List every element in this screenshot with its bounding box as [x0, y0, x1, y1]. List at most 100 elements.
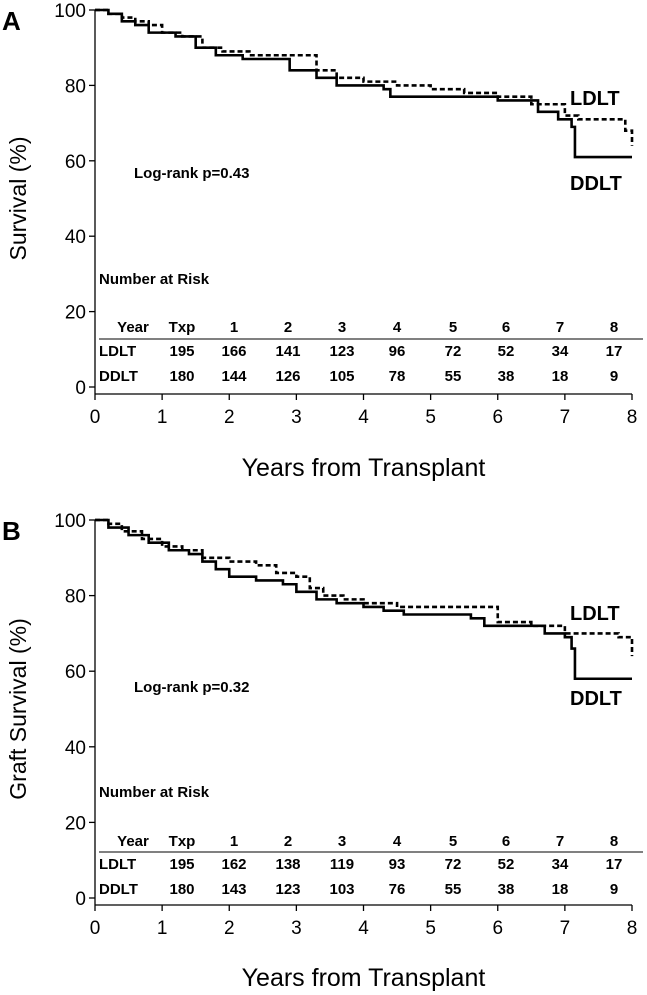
risk-table-cell: 96 — [389, 343, 406, 360]
y-tick-label: 0 — [75, 378, 86, 399]
risk-table-header: 7 — [556, 833, 564, 850]
risk-table-cell: 195 — [169, 856, 194, 873]
risk-table-cell: 72 — [445, 856, 462, 873]
x-tick-label: 6 — [492, 407, 503, 428]
risk-table-header: 2 — [284, 319, 292, 336]
y-tick-label: 80 — [65, 76, 86, 97]
x-axis-label: Years from Transplant — [242, 454, 486, 482]
x-tick-label: 7 — [560, 407, 571, 428]
risk-table-header: 3 — [338, 833, 346, 850]
series-line-ldlt — [95, 8, 634, 146]
risk-table-cell: 9 — [610, 368, 618, 385]
y-tick-label: 20 — [65, 303, 86, 324]
x-tick-label: 5 — [425, 407, 436, 428]
risk-table-header: 5 — [449, 319, 457, 336]
risk-table-row-label: LDLT — [99, 343, 136, 360]
risk-table-cell: 123 — [329, 343, 354, 360]
risk-table-cell: 141 — [275, 343, 300, 360]
risk-table-header: 1 — [230, 319, 238, 336]
series-line-ldlt — [95, 518, 634, 657]
x-tick-label: 4 — [358, 407, 369, 428]
x-tick-label: 0 — [90, 918, 101, 939]
y-tick-label: 60 — [65, 152, 86, 173]
y-tick-label: 100 — [54, 1, 86, 22]
risk-table-cell: 93 — [389, 856, 406, 873]
risk-table-cell: 103 — [329, 881, 354, 898]
x-tick-label: 5 — [425, 918, 436, 939]
series-line-ddlt — [95, 518, 632, 681]
risk-table-header: Txp — [169, 833, 196, 850]
risk-table-header: 4 — [393, 319, 402, 336]
risk-table-header: 4 — [393, 833, 402, 850]
x-tick-label: 2 — [224, 407, 235, 428]
y-tick-label: 40 — [65, 227, 86, 248]
x-tick-label: 1 — [157, 407, 168, 428]
x-tick-label: 4 — [358, 918, 369, 939]
risk-table-header: 2 — [284, 833, 292, 850]
risk-table-row-label: DDLT — [99, 368, 138, 385]
risk-table-header: 5 — [449, 833, 457, 850]
x-tick-label: 8 — [627, 918, 638, 939]
risk-table-cell: 195 — [169, 343, 194, 360]
x-tick-label: 8 — [627, 407, 638, 428]
y-tick-label: 100 — [54, 511, 86, 532]
risk-table-header: 6 — [502, 833, 510, 850]
risk-table-cell: 144 — [221, 368, 247, 385]
risk-table-cell: 180 — [169, 368, 194, 385]
risk-table-row-label: DDLT — [99, 881, 138, 898]
risk-table-cell: 119 — [330, 856, 354, 873]
risk-table-cell: 17 — [606, 856, 623, 873]
risk-table-cell: 34 — [552, 856, 569, 873]
risk-table-cell: 180 — [169, 881, 194, 898]
y-axis-label: Graft Survival (%) — [5, 618, 31, 799]
risk-table-cell: 123 — [275, 881, 300, 898]
risk-table-title: Number at Risk — [99, 784, 210, 801]
risk-table-header: 1 — [230, 833, 238, 850]
series-line-ddlt — [95, 8, 632, 159]
risk-table-header: Year — [117, 833, 149, 850]
series-label-ddlt: DDLT — [570, 688, 622, 710]
risk-table-header: 3 — [338, 319, 346, 336]
series-label-ldlt: LDLT — [570, 88, 620, 110]
risk-table-cell: 38 — [498, 368, 515, 385]
risk-table-cell: 78 — [389, 368, 406, 385]
risk-table-cell: 17 — [606, 343, 623, 360]
risk-table-row-label: LDLT — [99, 856, 136, 873]
x-tick-label: 1 — [157, 918, 168, 939]
risk-table-cell: 55 — [445, 881, 462, 898]
risk-table-header: 6 — [502, 319, 510, 336]
y-tick-label: 60 — [65, 662, 86, 683]
risk-table-cell: 52 — [498, 343, 515, 360]
risk-table-cell: 38 — [498, 881, 515, 898]
y-axis-label: Survival (%) — [5, 137, 31, 261]
x-tick-label: 3 — [291, 407, 302, 428]
risk-table-cell: 52 — [498, 856, 515, 873]
x-axis-label: Years from Transplant — [242, 964, 486, 992]
logrank-annotation: Log-rank p=0.43 — [134, 165, 249, 182]
risk-table-cell: 72 — [445, 343, 462, 360]
risk-table-cell: 162 — [221, 856, 246, 873]
y-tick-label: 0 — [75, 889, 86, 910]
risk-table-cell: 9 — [610, 881, 618, 898]
y-tick-label: 20 — [65, 813, 86, 834]
risk-table-cell: 143 — [221, 881, 246, 898]
risk-table-header: 7 — [556, 319, 564, 336]
risk-table-header: 8 — [610, 833, 618, 850]
logrank-annotation: Log-rank p=0.32 — [134, 679, 249, 696]
risk-table-cell: 55 — [445, 368, 462, 385]
panel-label: B — [2, 516, 21, 546]
risk-table-cell: 105 — [329, 368, 354, 385]
risk-table-cell: 18 — [552, 368, 569, 385]
risk-table-header: Txp — [169, 319, 196, 336]
y-tick-label: 40 — [65, 738, 86, 759]
x-tick-label: 7 — [560, 918, 571, 939]
y-tick-label: 80 — [65, 587, 86, 608]
risk-table-header: 8 — [610, 319, 618, 336]
x-tick-label: 6 — [492, 918, 503, 939]
risk-table-cell: 166 — [221, 343, 246, 360]
risk-table-cell: 126 — [275, 368, 300, 385]
risk-table-title: Number at Risk — [99, 271, 210, 288]
